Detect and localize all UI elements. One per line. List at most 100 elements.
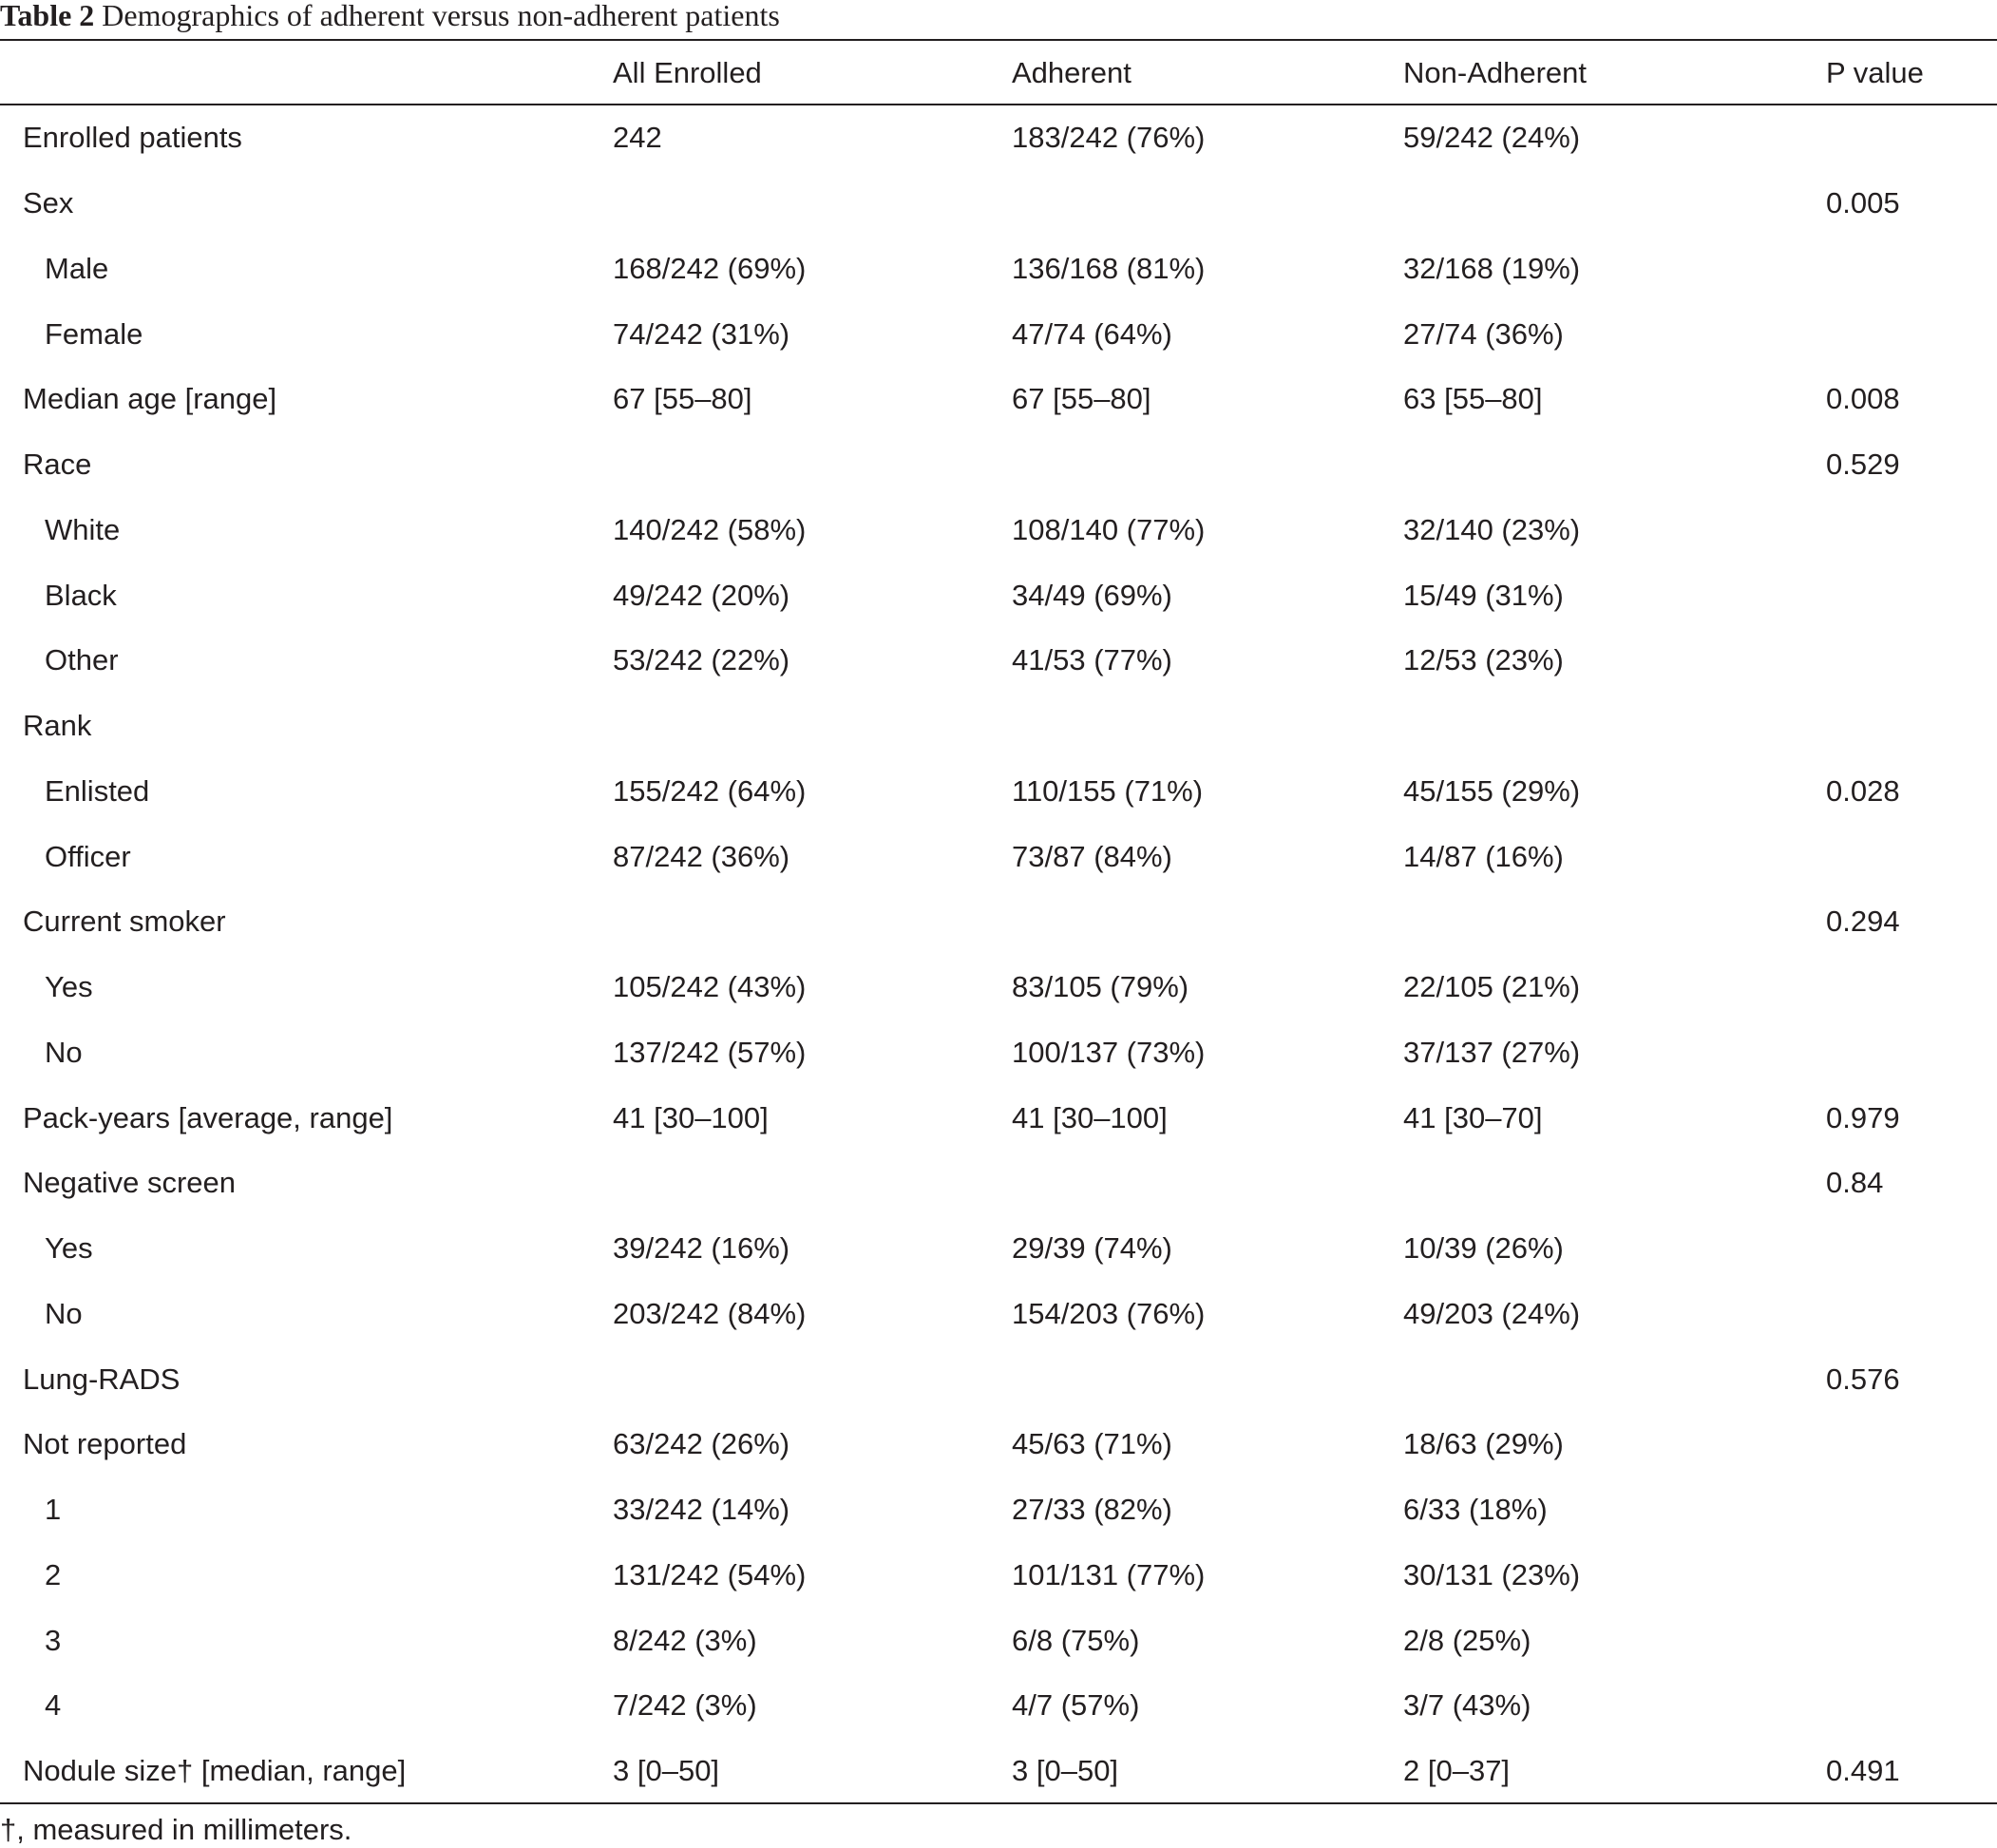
cell-all-enrolled: 87/242 (36%) [613,839,790,873]
row-label: 2 [45,1557,62,1591]
table-row: Current smoker 0.294 [0,889,1997,955]
cell-non-adherent: 63 [55–80] [1403,382,1543,416]
row-label: No [45,1035,83,1069]
row-label: Female [45,316,143,351]
cell-adherent: 45/63 (71%) [1012,1427,1172,1461]
cell-non-adherent: 45/155 (29%) [1403,773,1581,808]
cell-adherent [1012,1346,1403,1412]
cell-non-adherent: 6/33 (18%) [1403,1493,1548,1527]
cell-non-adherent: 37/137 (27%) [1403,1035,1581,1069]
cell-non-adherent: 59/242 (24%) [1403,121,1581,155]
row-label: Black [45,578,117,612]
header-row: All Enrolled Adherent Non-Adherent P val… [0,40,1997,105]
cell-adherent: 183/242 (76%) [1012,121,1206,155]
cell-p-value [1826,824,1997,889]
cell-adherent [1012,1151,1403,1216]
column-header-p-value: P value [1826,55,1924,89]
cell-all-enrolled [613,432,1012,498]
table-footnote: †, measured in millimeters. [0,1813,352,1846]
cell-all-enrolled: 137/242 (57%) [613,1035,807,1069]
cell-non-adherent: 3/7 (43%) [1403,1688,1531,1723]
cell-all-enrolled: 105/242 (43%) [613,970,807,1004]
top-rule [0,39,1997,41]
cell-non-adherent: 49/203 (24%) [1403,1296,1581,1330]
column-header-non-adherent: Non-Adherent [1403,55,1588,89]
row-label: Other [45,643,119,677]
row-label: Male [45,251,109,285]
table-row: Median age [range] 67 [55–80] 67 [55–80] 63… [0,367,1997,432]
table-row: Male 168/242 (69%) 136/168 (81%) 32/168 (19… [0,237,1997,302]
cell-p-value [1826,498,1997,563]
cell-adherent: 110/155 (71%) [1012,773,1204,808]
cell-p-value [1826,237,1997,302]
table-row: White 140/242 (58%) 108/140 (77%) 32/140 (2… [0,498,1997,563]
demographics-table: All Enrolled Adherent Non-Adherent P val… [0,40,1997,1804]
table-row: No 137/242 (57%) 100/137 (73%) 37/137 (27%) [0,1020,1997,1086]
cell-all-enrolled: 53/242 (22%) [613,643,790,677]
cell-adherent: 6/8 (75%) [1012,1623,1140,1657]
cell-p-value [1826,1608,1997,1673]
row-label: Yes [45,970,93,1004]
row-label: 3 [45,1623,62,1657]
cell-adherent: 136/168 (81%) [1012,251,1206,285]
table-row: Other 53/242 (22%) 41/53 (77%) 12/53 (23%) [0,628,1997,694]
cell-adherent: 41/53 (77%) [1012,643,1172,677]
table-row: Black 49/242 (20%) 34/49 (69%) 15/49 (31%) [0,562,1997,628]
cell-p-value: 0.005 [1826,186,1900,220]
cell-all-enrolled: 3 [0–50] [613,1754,720,1788]
table-row: Negative screen 0.84 [0,1151,1997,1216]
cell-adherent [1012,432,1403,498]
row-label: Median age [range] [23,382,277,416]
cell-all-enrolled [613,889,1012,955]
cell-p-value [1826,1543,1997,1609]
cell-p-value [1826,105,1997,171]
table-row: No 203/242 (84%) 154/203 (76%) 49/203 (24%) [0,1282,1997,1347]
table-row: Pack-years [average, range] 41 [30–100] 41… [0,1085,1997,1151]
column-header-all-enrolled: All Enrolled [613,55,762,89]
table-body: Enrolled patients 242 183/242 (76%) 59/242 … [0,105,1997,1804]
row-label: 1 [45,1493,62,1527]
cell-all-enrolled [613,1346,1012,1412]
row-label: Not reported [23,1427,187,1461]
cell-non-adherent: 32/140 (23%) [1403,512,1581,546]
table-row: Not reported 63/242 (26%) 45/63 (71%) 18/63… [0,1412,1997,1477]
cell-adherent [1012,889,1403,955]
cell-adherent: 100/137 (73%) [1012,1035,1206,1069]
table-row: 2 131/242 (54%) 101/131 (77%) 30/131 (23%) [0,1543,1997,1609]
cell-adherent: 27/33 (82%) [1012,1493,1172,1527]
cell-non-adherent [1403,889,1826,955]
cell-adherent: 3 [0–50] [1012,1754,1119,1788]
cell-p-value [1826,1477,1997,1543]
cell-p-value: 0.576 [1826,1362,1900,1396]
cell-p-value: 0.491 [1826,1754,1900,1788]
cell-adherent [1012,171,1403,237]
row-label: Sex [23,186,74,220]
table-row: 4 7/242 (3%) 4/7 (57%) 3/7 (43%) [0,1673,1997,1739]
cell-p-value [1826,694,1997,759]
table-row: Female 74/242 (31%) 47/74 (64%) 27/74 (36%) [0,301,1997,367]
column-header-adherent: Adherent [1012,55,1132,89]
row-label: Enrolled patients [23,121,242,155]
cell-all-enrolled: 49/242 (20%) [613,578,790,612]
cell-non-adherent: 15/49 (31%) [1403,578,1564,612]
table-row: Rank [0,694,1997,759]
table-row: Race 0.529 [0,432,1997,498]
cell-p-value: 0.028 [1826,773,1900,808]
cell-adherent: 34/49 (69%) [1012,578,1172,612]
table-row: 3 8/242 (3%) 6/8 (75%) 2/8 (25%) [0,1608,1997,1673]
table-row: Enlisted 155/242 (64%) 110/155 (71%) 45/155… [0,759,1997,825]
cell-adherent: 154/203 (76%) [1012,1296,1206,1330]
row-label: Rank [23,709,92,743]
cell-non-adherent [1403,432,1826,498]
cell-p-value [1826,562,1997,628]
cell-non-adherent: 14/87 (16%) [1403,839,1564,873]
cell-p-value: 0.979 [1826,1100,1900,1134]
cell-non-adherent: 32/168 (19%) [1403,251,1581,285]
cell-all-enrolled: 155/242 (64%) [613,773,807,808]
cell-p-value: 0.008 [1826,382,1900,416]
table-row: Lung-RADS 0.576 [0,1346,1997,1412]
row-label: Officer [45,839,131,873]
cell-all-enrolled: 140/242 (58%) [613,512,807,546]
table-row: Yes 105/242 (43%) 83/105 (79%) 22/105 (21%) [0,955,1997,1020]
cell-non-adherent [1403,171,1826,237]
